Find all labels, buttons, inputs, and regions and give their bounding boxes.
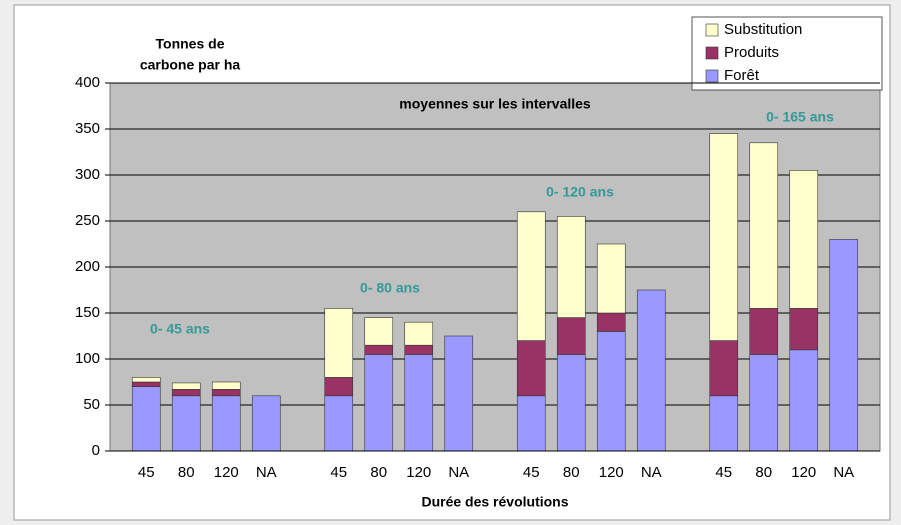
- bar-segment: [251, 395, 281, 452]
- y-tick-label: 300: [75, 166, 100, 183]
- bar-segment: [749, 354, 779, 452]
- x-tick-label: NA: [256, 464, 277, 481]
- bar-segment: [596, 331, 626, 452]
- x-tick-label: 80: [563, 464, 580, 481]
- bar-segment: [171, 389, 201, 397]
- bar-segment: [789, 349, 819, 452]
- x-tick-label: 45: [715, 464, 732, 481]
- x-tick-label: 120: [791, 464, 816, 481]
- legend-label: Substitution: [724, 21, 802, 38]
- group-annotation: 0- 80 ans: [360, 280, 420, 296]
- y-axis-title: Tonnes de: [156, 36, 225, 52]
- legend: [691, 16, 883, 91]
- bar-segment: [749, 142, 779, 309]
- group-annotation: 0- 120 ans: [546, 184, 614, 200]
- x-tick-label: 45: [523, 464, 540, 481]
- bar-segment: [404, 354, 434, 452]
- y-tick-label: 0: [92, 442, 100, 459]
- legend-swatch: [705, 69, 719, 83]
- legend-swatch: [705, 23, 719, 37]
- bar-segment: [324, 377, 354, 397]
- group-annotation: 0- 165 ans: [766, 109, 834, 125]
- bar-segment: [364, 344, 394, 355]
- legend-label: Forêt: [724, 67, 760, 84]
- bar-segment: [709, 133, 739, 341]
- y-tick-label: 200: [75, 258, 100, 275]
- bar-segment: [556, 216, 586, 318]
- bar-segment: [211, 381, 241, 390]
- group-annotation: 0- 45 ans: [150, 321, 210, 337]
- x-tick-label: NA: [833, 464, 854, 481]
- bar-segment: [556, 354, 586, 452]
- x-tick-label: 45: [138, 464, 155, 481]
- y-tick-label: 250: [75, 212, 100, 229]
- bar-segment: [324, 308, 354, 378]
- bar-segment: [404, 344, 434, 355]
- x-tick-label: 80: [370, 464, 387, 481]
- bar-segment: [364, 317, 394, 346]
- y-tick-label: 400: [75, 74, 100, 91]
- bar-segment: [829, 239, 859, 452]
- bar-segment: [789, 308, 819, 351]
- bar-segment: [709, 340, 739, 397]
- bar-segment: [364, 354, 394, 452]
- x-tick-label: 45: [330, 464, 347, 481]
- bar-segment: [324, 395, 354, 452]
- bar-segment: [131, 377, 161, 383]
- y-tick-label: 100: [75, 350, 100, 367]
- bar-segment: [211, 389, 241, 397]
- x-tick-label: NA: [641, 464, 662, 481]
- x-tick-label: 120: [214, 464, 239, 481]
- legend-swatch: [705, 46, 719, 60]
- y-tick-label: 50: [83, 396, 100, 413]
- bar-segment: [789, 170, 819, 309]
- bar-segment: [596, 243, 626, 314]
- bar-segment: [444, 335, 474, 452]
- bar-segment: [596, 312, 626, 332]
- bar-segment: [516, 340, 546, 397]
- bar-segment: [171, 382, 201, 390]
- bar-segment: [749, 308, 779, 355]
- bar-segment: [516, 395, 546, 452]
- bar-segment: [131, 381, 161, 387]
- y-tick-label: 150: [75, 304, 100, 321]
- x-tick-label: 80: [755, 464, 772, 481]
- x-tick-label: 120: [599, 464, 624, 481]
- legend-label: Produits: [724, 44, 779, 61]
- x-tick-label: NA: [448, 464, 469, 481]
- bar-segment: [709, 395, 739, 452]
- bar-segment: [131, 386, 161, 452]
- y-axis-title: carbone par ha: [140, 57, 241, 73]
- bar-segment: [171, 395, 201, 452]
- bar-segment: [404, 321, 434, 346]
- x-tick-label: 120: [406, 464, 431, 481]
- subtitle: moyennes sur les intervalles: [399, 96, 591, 112]
- bar-segment: [636, 289, 666, 452]
- y-tick-label: 350: [75, 120, 100, 137]
- bar-segment: [211, 395, 241, 452]
- x-tick-label: 80: [178, 464, 195, 481]
- bar-segment: [556, 317, 586, 355]
- bar-segment: [516, 211, 546, 341]
- x-axis-title: Durée des révolutions: [421, 494, 568, 510]
